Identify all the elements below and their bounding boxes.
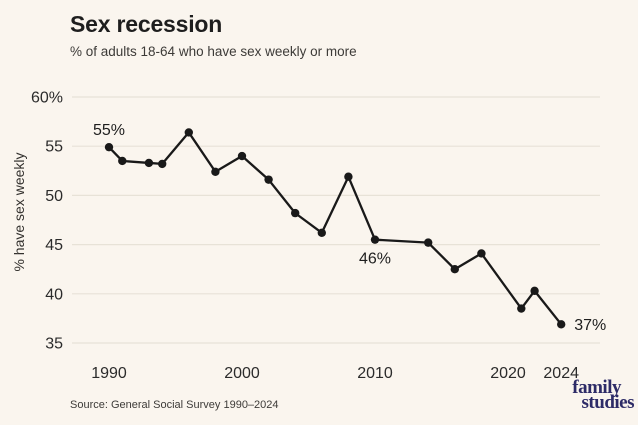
data-line (107, 131, 563, 326)
data-point (450, 265, 459, 274)
data-point (317, 228, 326, 237)
y-tick-label: 40 (45, 286, 63, 303)
point-label: 55% (93, 122, 125, 139)
y-tick-label: 50 (45, 188, 63, 205)
data-point (424, 238, 433, 247)
data-point (530, 286, 539, 296)
data-point (104, 142, 114, 152)
data-point (291, 208, 300, 218)
logo-line-2: studies (581, 391, 635, 413)
data-point (477, 249, 486, 258)
data-point (211, 167, 220, 176)
data-point (517, 304, 526, 313)
point-label: 46% (359, 251, 391, 268)
data-point (237, 151, 247, 161)
x-tick-label: 2020 (490, 365, 526, 382)
page-title: Sex recession (70, 11, 223, 37)
data-point (144, 158, 154, 168)
data-point (344, 172, 353, 181)
data-point (370, 235, 380, 244)
family-studies-logo: family studies (572, 377, 635, 413)
logo-line-1: family (572, 377, 621, 398)
y-tick-label: 45 (45, 237, 63, 254)
x-tick-label: 2024 (543, 365, 579, 382)
data-point (264, 175, 273, 184)
y-tick-label: 35 (45, 336, 63, 353)
x-tick-label: 1990 (91, 365, 127, 382)
data-point (557, 320, 566, 329)
x-tick-label: 2010 (357, 365, 393, 382)
data-point (118, 156, 127, 166)
data-point (158, 159, 167, 169)
y-tick-label: 60% (31, 90, 63, 107)
chart-subtitle: % of adults 18-64 who have sex weekly or… (70, 44, 357, 59)
data-point (184, 128, 193, 137)
y-tick-label: 55 (45, 139, 63, 156)
y-axis-title: % have sex weekly (11, 152, 27, 271)
source-note: Source: General Social Survey 1990–2024 (70, 399, 279, 411)
x-tick-label: 2000 (224, 365, 260, 382)
point-label: 37% (574, 317, 606, 334)
